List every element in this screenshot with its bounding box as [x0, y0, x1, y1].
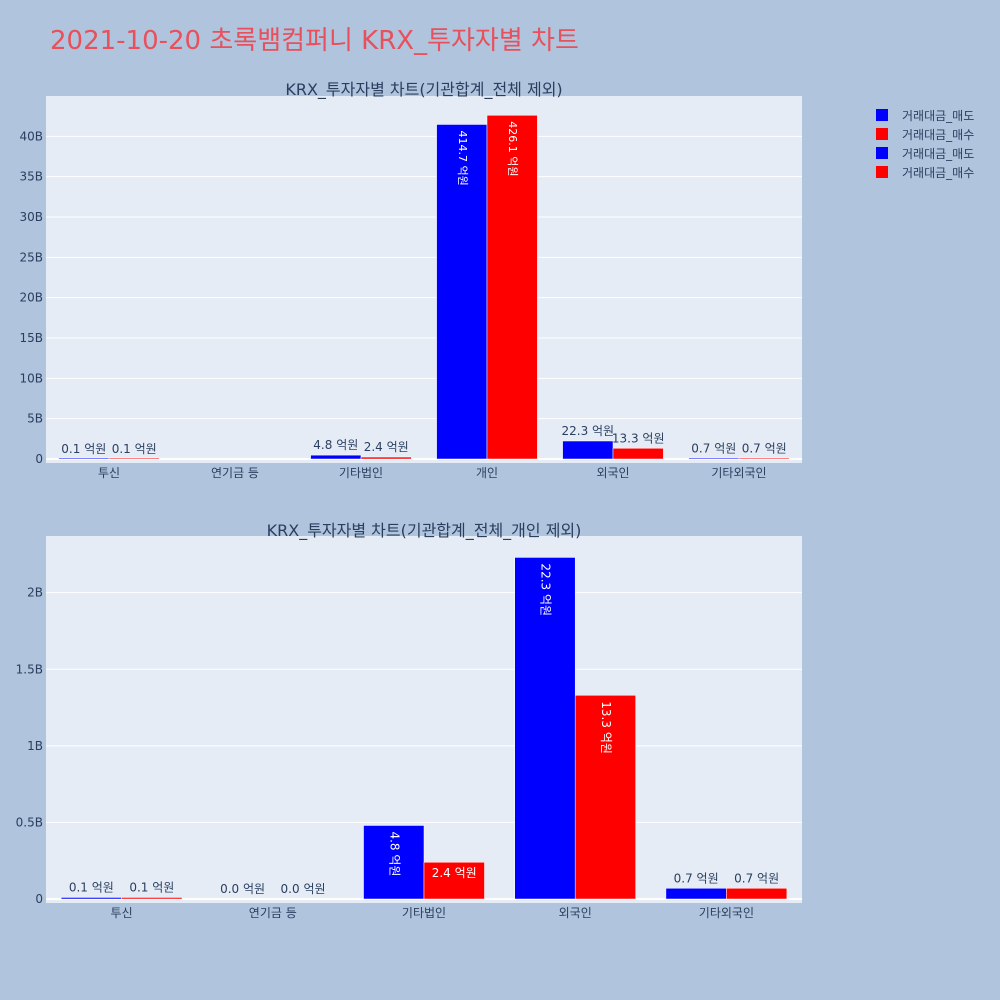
y-tick-label: 2B [27, 586, 43, 600]
bar-buy [121, 897, 183, 900]
legend-swatch [876, 128, 888, 140]
y-tick-label: 40B [19, 129, 43, 143]
bar-buy [423, 861, 485, 900]
legend-label: 거래대금_매수 [902, 128, 974, 142]
data-label: 13.3 억원 [612, 431, 665, 445]
y-tick-label: 35B [19, 170, 43, 184]
chart-title: KRX_투자자별 차트(기관합계_전체 제외) [285, 80, 562, 100]
data-label: 0.7 억원 [734, 871, 779, 885]
data-label: 0.0 억원 [281, 882, 326, 896]
bar-buy [574, 695, 636, 900]
data-label: 22.3 억원 [538, 563, 552, 616]
bar-sell [58, 457, 110, 460]
y-tick-label: 25B [19, 250, 43, 264]
data-label: 0.7 억원 [691, 441, 736, 455]
y-tick-label: 10B [19, 371, 43, 385]
legend-item[interactable]: 거래대금_매수 [876, 128, 974, 142]
chart-title: KRX_투자자별 차트(기관합계_전체_개인 제외) [267, 521, 582, 541]
data-label: 0.1 억원 [61, 442, 106, 456]
data-label: 4.8 억원 [313, 438, 358, 452]
chart-1: 0 5B 10B 15B 20B 25B 30B 35B 40B KRX_투자자별 차트(기관합계… [19, 80, 802, 480]
data-label: 0.1 억원 [112, 442, 157, 456]
bar-buy [360, 456, 412, 460]
bar-buy [108, 457, 160, 460]
legend-item[interactable]: 거래대금_매도 [876, 147, 974, 161]
legend-swatch [876, 109, 888, 121]
data-label: 4.8 억원 [387, 831, 401, 876]
data-label: 0.7 억원 [742, 441, 787, 455]
page-title: 2021-10-20 초록뱀컴퍼니 KRX_투자자별 차트 [50, 26, 579, 56]
legend-swatch [876, 166, 888, 178]
x-tick-label: 연기금 등 [211, 466, 259, 480]
charts-group: 0 5B 10B 15B 20B 25B 30B 35B 40B KRX_투자자별 차트(기관합계… [16, 80, 802, 920]
x-tick-label: 투신 [98, 466, 120, 480]
data-label: 426.1 억원 [506, 121, 519, 176]
plot-area [46, 96, 802, 463]
data-label: 2.4 억원 [432, 866, 477, 880]
x-tick-label: 투신 [111, 906, 133, 920]
bar-sell [436, 124, 488, 460]
legend-swatch [876, 147, 888, 159]
bar-sell [310, 454, 362, 460]
y-tick-label: 0 [35, 452, 43, 466]
data-label: 22.3 억원 [561, 424, 614, 438]
bar-sell [562, 440, 614, 460]
data-label: 2.4 억원 [364, 440, 409, 454]
x-tick-label: 외국인 [596, 466, 629, 480]
bar-buy [726, 888, 788, 900]
legend-item[interactable]: 거래대금_매도 [876, 109, 974, 123]
bar-sell [665, 888, 727, 900]
data-label: 414.7 억원 [456, 130, 469, 185]
y-tick-label: 5B [27, 412, 43, 426]
x-tick-label: 개인 [476, 466, 498, 480]
x-tick-label: 기타외국인 [699, 906, 754, 920]
data-label: 0.1 억원 [129, 880, 174, 894]
legend-label: 거래대금_매수 [902, 166, 974, 180]
y-tick-label: 1.5B [16, 662, 43, 676]
data-label: 13.3 억원 [599, 701, 613, 754]
bar-sell [363, 825, 425, 900]
y-tick-label: 30B [19, 210, 43, 224]
x-tick-label: 기타법인 [339, 466, 383, 480]
y-tick-label: 0 [35, 892, 43, 906]
x-tick-label: 기타외국인 [711, 466, 766, 480]
bar-buy [612, 448, 664, 460]
bar-sell [688, 457, 740, 460]
bar-sell [60, 897, 122, 900]
bar-buy [486, 115, 538, 460]
x-tick-label: 기타법인 [402, 906, 446, 920]
legend-item[interactable]: 거래대금_매수 [876, 166, 974, 180]
bar-buy [738, 457, 790, 460]
data-label: 0.7 억원 [674, 871, 719, 885]
y-tick-label: 0.5B [16, 815, 43, 829]
data-label: 0.1 억원 [69, 880, 114, 894]
x-tick-label: 연기금 등 [249, 906, 297, 920]
chart-2: 0 0.5B 1B 1.5B 2B KRX_투자자별 차트(기관합계_전체_개인 제외) 투… [16, 521, 802, 920]
legend-label: 거래대금_매도 [902, 147, 974, 161]
x-tick-label: 외국인 [559, 906, 592, 920]
data-label: 0.0 억원 [220, 882, 265, 896]
y-tick-label: 20B [19, 291, 43, 305]
y-tick-label: 1B [27, 739, 43, 753]
y-tick-label: 15B [19, 331, 43, 345]
legend-label: 거래대금_매도 [902, 109, 974, 123]
